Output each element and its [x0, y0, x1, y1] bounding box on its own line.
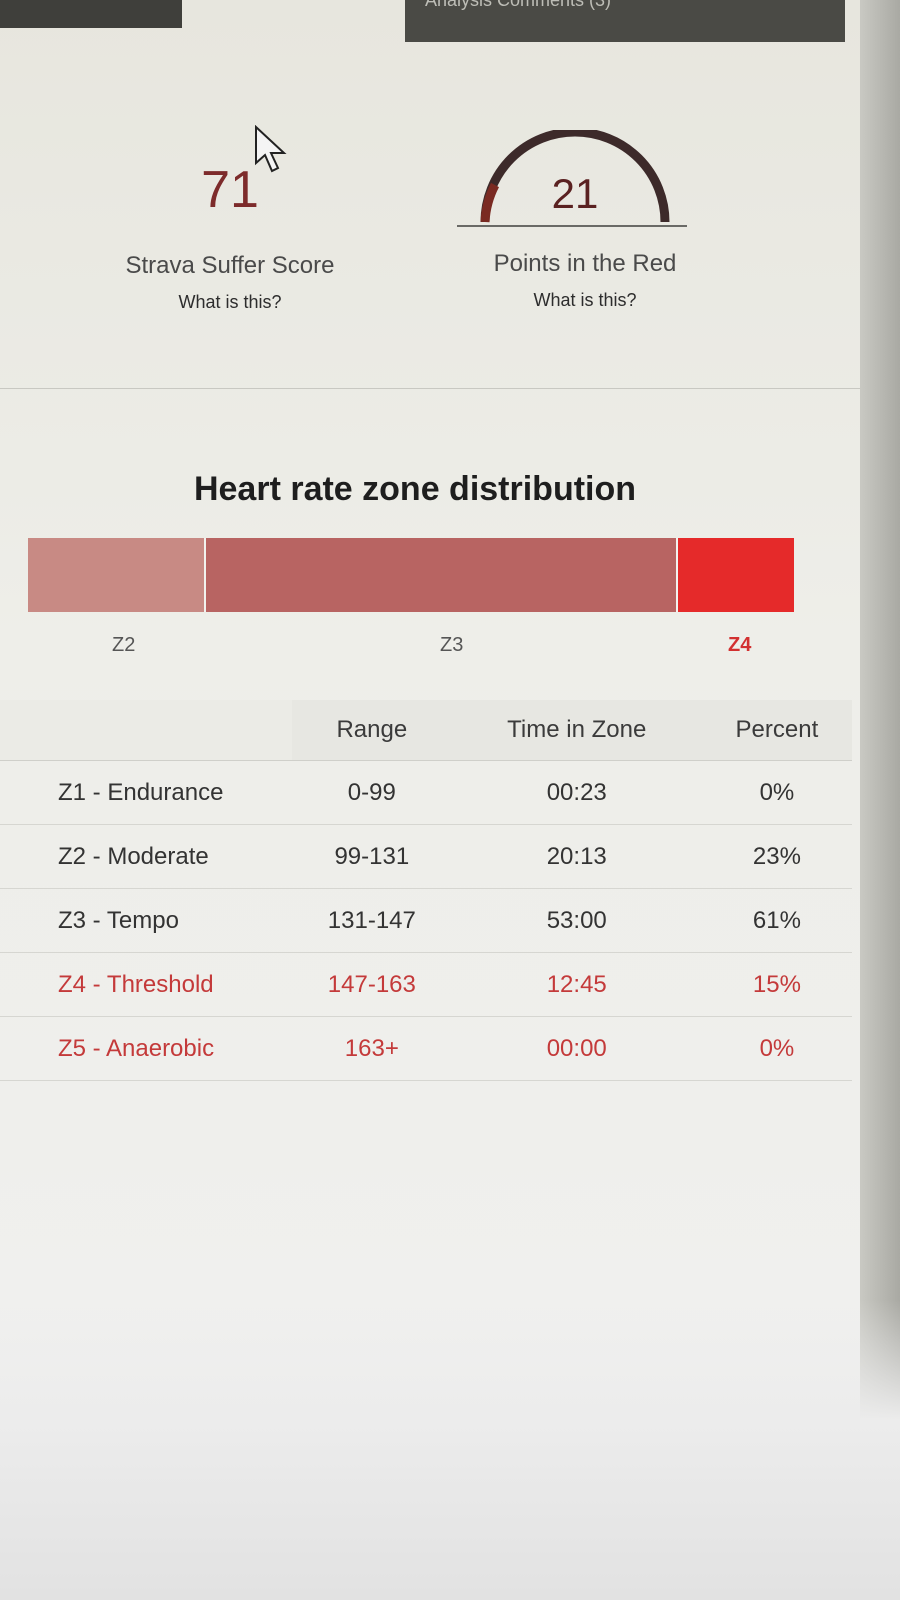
zone-name: Z4 - Threshold: [0, 952, 292, 1017]
header-percent: Percent: [701, 700, 852, 761]
table-row: Z2 - Moderate 99-131 20:13 23%: [0, 824, 852, 889]
gauge-arc-icon: [457, 127, 687, 227]
zone-percent: 0%: [701, 760, 852, 825]
tab-label: Analysis Comments (3): [425, 0, 612, 10]
zone-range: 99-131: [292, 824, 452, 889]
zone-time: 53:00: [451, 888, 702, 953]
table-row: Z1 - Endurance 0-99 00:23 0%: [0, 760, 852, 825]
mouse-cursor-icon: [255, 125, 287, 173]
zone-tick-z3: Z3: [440, 634, 464, 656]
points-in-red-help-link[interactable]: What is this?: [533, 290, 637, 310]
header-time-in-zone: Time in Zone: [451, 700, 702, 761]
empty-page-area: [0, 1300, 900, 1600]
section-divider: [0, 388, 860, 389]
tab-overview[interactable]: [0, 0, 182, 28]
zone-percent: 23%: [701, 824, 852, 889]
header-blank: [0, 700, 292, 761]
points-in-red-block: Points in the Red What is this?: [455, 240, 715, 311]
zone-percent: 15%: [701, 952, 852, 1017]
zone-name: Z5 - Anaerobic: [0, 1016, 292, 1081]
zone-tick-z4: Z4: [728, 634, 752, 656]
zone-time: 12:45: [451, 952, 702, 1017]
zone-percent: 61%: [701, 888, 852, 953]
zone-time: 00:23: [451, 760, 702, 825]
zone-range: 131-147: [292, 888, 452, 953]
tab-strip: Analysis Comments (3): [0, 0, 900, 42]
suffer-score-label: Strava Suffer Score: [125, 252, 335, 279]
zone-percent: 0%: [701, 1016, 852, 1081]
zone-bar-segment-z2: [28, 538, 206, 612]
suffer-score-help-link[interactable]: What is this?: [178, 292, 282, 312]
table-header-row: Range Time in Zone Percent: [0, 700, 852, 761]
zone-range: 147-163: [292, 952, 452, 1017]
zone-name: Z3 - Tempo: [0, 888, 292, 953]
zone-range: 163+: [292, 1016, 452, 1081]
points-in-red-label: Points in the Red: [493, 250, 677, 277]
suffer-score-value: 71: [201, 161, 259, 219]
zone-bar-segment-z3: [205, 538, 678, 612]
points-in-red-gauge: 21: [455, 127, 695, 240]
suffer-score-block: 71 Strava Suffer Score What is this?: [100, 150, 360, 313]
hr-zone-table: Range Time in Zone Percent Z1 - Enduranc…: [0, 700, 852, 1081]
hr-zone-title: Heart rate zone distribution: [193, 470, 637, 508]
table-row: Z4 - Threshold 147-163 12:45 15%: [0, 952, 852, 1017]
hr-zone-distribution-bar: [28, 538, 794, 612]
header-range: Range: [292, 700, 452, 761]
tab-analysis-comments[interactable]: Analysis Comments (3): [405, 0, 845, 42]
table-row: Z5 - Anaerobic 163+ 00:00 0%: [0, 1016, 852, 1081]
zone-tick-z2: Z2: [112, 634, 136, 656]
zone-bar-segment-z4: [677, 538, 794, 612]
zone-range: 0-99: [292, 760, 452, 825]
zone-name: Z2 - Moderate: [0, 824, 292, 889]
points-in-red-value: 21: [551, 170, 599, 217]
zone-time: 00:00: [451, 1016, 702, 1081]
table-row: Z3 - Tempo 131-147 53:00 61%: [0, 888, 852, 953]
zone-name: Z1 - Endurance: [0, 760, 292, 825]
zone-time: 20:13: [451, 824, 702, 889]
